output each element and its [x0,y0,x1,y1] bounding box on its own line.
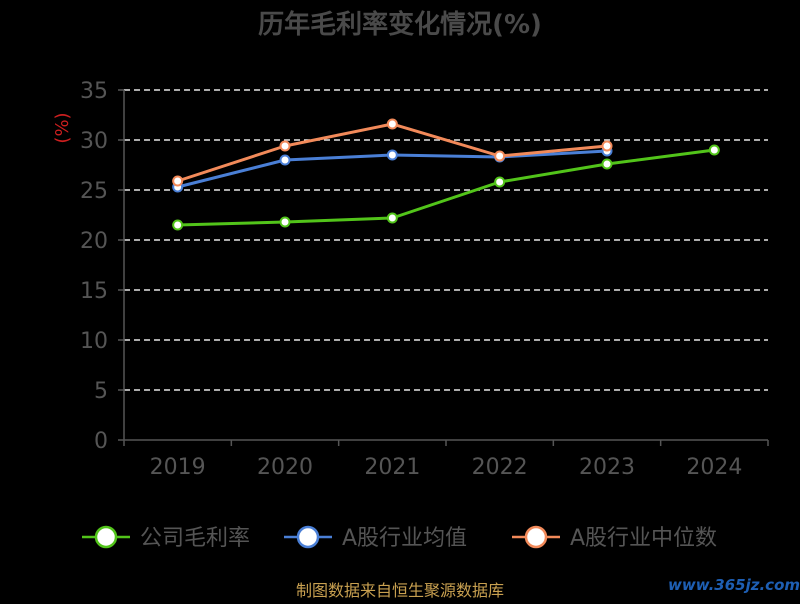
legend-marker [524,525,548,549]
y-tick-label: 5 [94,379,108,404]
data-point[interactable] [386,212,398,224]
grid-layer [124,89,768,391]
data-point[interactable] [386,118,398,130]
legend-label: A股行业均值 [342,526,467,551]
y-tick-label: 10 [80,329,108,354]
watermark: www.365jz.com [668,576,800,594]
data-point[interactable] [494,176,506,188]
x-tick-label: 2023 [579,455,635,480]
x-tick-label: 2020 [257,455,313,480]
data-point[interactable] [279,140,291,152]
data-point[interactable] [601,140,613,152]
y-tick-label: 30 [80,129,108,154]
y-axis-label: (%) [52,112,73,143]
data-point[interactable] [601,158,613,170]
series-layer [172,118,720,231]
data-point[interactable] [172,175,184,187]
x-tick-label: 2021 [364,455,420,480]
chart-title: 历年毛利率变化情况(%) [258,9,542,40]
axis-layer: 0 5 10 15 20 25 30 35 2019 2020 2021 2022 2023 2024 [80,79,769,480]
data-point[interactable] [279,154,291,166]
legend-marker [296,525,320,549]
y-tick-label: 0 [94,429,108,454]
x-tick-label: 2022 [472,455,528,480]
data-point[interactable] [172,219,184,231]
x-tick-label: 2024 [686,455,742,480]
legend-item-0[interactable]: 公司毛利率 [82,525,250,551]
series-line-0 [177,148,715,227]
source-note: 制图数据来自恒生聚源数据库 [296,581,504,600]
data-point[interactable] [386,149,398,161]
y-tick-label: 15 [80,279,108,304]
data-point[interactable] [279,216,291,228]
legend-item-2[interactable]: A股行业中位数 [512,525,717,551]
y-tick-label: 25 [80,179,108,204]
legend-marker [94,525,118,549]
legend-label: A股行业中位数 [570,526,717,551]
y-tick-label: 35 [80,79,108,104]
y-tick-label: 20 [80,229,108,254]
data-point[interactable] [708,144,720,156]
x-tick-label: 2019 [150,455,206,480]
data-point[interactable] [494,150,506,162]
legend[interactable]: 公司毛利率 A股行业均值 A股行业中位数 [82,525,717,551]
legend-label: 公司毛利率 [140,526,250,551]
legend-item-1[interactable]: A股行业均值 [284,525,467,551]
